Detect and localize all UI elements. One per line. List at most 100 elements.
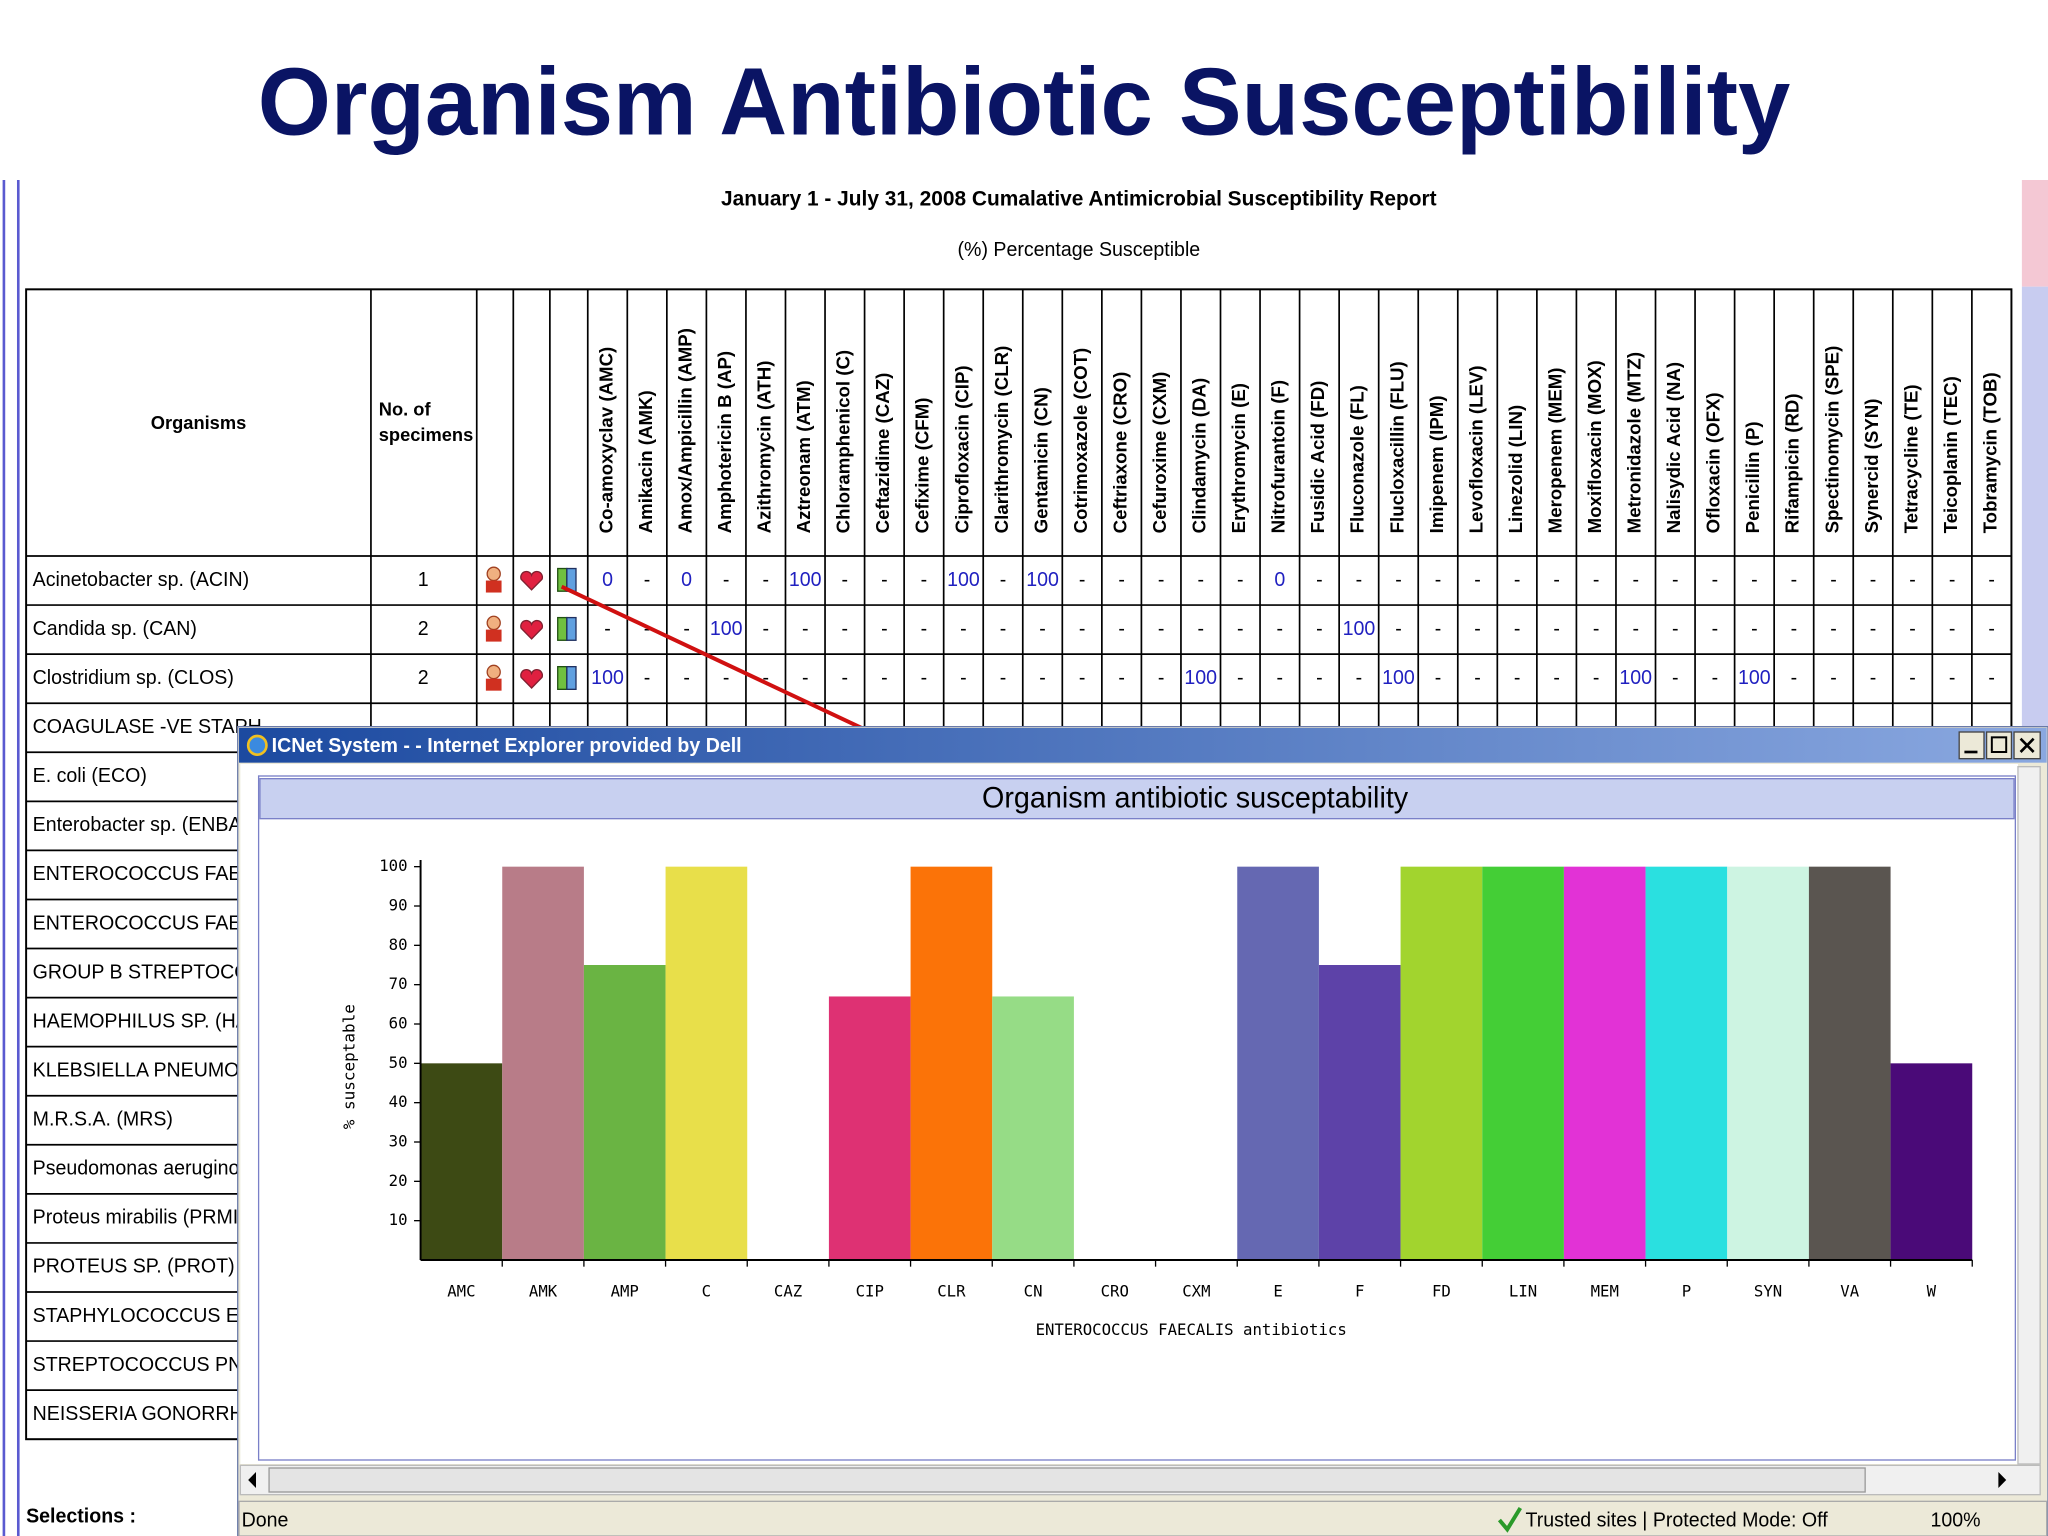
antibiotic-header: Ofloxacin (OFX) bbox=[1703, 392, 1724, 533]
susceptibility-cell: - bbox=[1118, 618, 1125, 640]
zoom-text[interactable]: 100% bbox=[1930, 1509, 1980, 1531]
antibiotic-header: Clarithromycin (CLR) bbox=[991, 346, 1012, 534]
scroll-left[interactable] bbox=[248, 1472, 256, 1488]
ie-icon bbox=[246, 734, 268, 756]
organism-name: COAGULASE -VE STAPH bbox=[33, 716, 262, 738]
susceptibility-cell: - bbox=[881, 569, 888, 591]
susceptibility-cell: 100 bbox=[1738, 667, 1771, 689]
susceptibility-cell: - bbox=[1593, 667, 1600, 689]
organism-name: Enterobacter sp. (ENBA) bbox=[33, 814, 248, 836]
chart-title: Organism antibiotic susceptability bbox=[982, 782, 1409, 814]
susceptibility-cell: - bbox=[960, 667, 967, 689]
report-title: January 1 - July 31, 2008 Cumalative Ant… bbox=[721, 187, 1437, 210]
susceptibility-cell: - bbox=[921, 667, 928, 689]
antibiotic-header: Rifampicin (RD) bbox=[1782, 393, 1803, 533]
side-strip bbox=[2021, 286, 2048, 727]
susceptibility-cell: - bbox=[1949, 667, 1956, 689]
susceptibility-cell: - bbox=[1474, 618, 1481, 640]
susceptibility-cell: 100 bbox=[1184, 667, 1217, 689]
susceptibility-cell: - bbox=[1712, 569, 1719, 591]
susceptibility-cell: - bbox=[644, 569, 651, 591]
x-tick-label: MEM bbox=[1591, 1281, 1619, 1300]
y-tick-label: 20 bbox=[389, 1171, 408, 1190]
h-scroll-thumb[interactable] bbox=[268, 1467, 1866, 1493]
antibiotic-header: Nalisydic Acid (NA) bbox=[1663, 362, 1684, 533]
antibiotic-header: Tobramycin (TOB) bbox=[1980, 372, 2001, 533]
antibiotic-header: Spectinomycin (SPE) bbox=[1821, 346, 1842, 534]
susceptibility-cell: - bbox=[644, 667, 651, 689]
person-icon bbox=[485, 678, 502, 691]
susceptibility-cell: - bbox=[1751, 569, 1758, 591]
column-header: specimens bbox=[379, 424, 473, 445]
antibiotic-header: Gentamicin (CN) bbox=[1031, 387, 1052, 533]
organism-name: Candida sp. (CAN) bbox=[33, 618, 197, 640]
v-scrollbar[interactable] bbox=[2017, 766, 2041, 1465]
susceptibility-cell: - bbox=[1356, 569, 1363, 591]
book-icon bbox=[566, 666, 577, 690]
susceptibility-cell: - bbox=[1949, 569, 1956, 591]
x-tick-label: W bbox=[1927, 1281, 1937, 1300]
susceptibility-cell: 0 bbox=[681, 569, 692, 591]
susceptibility-cell: - bbox=[683, 618, 690, 640]
susceptibility-cell: 100 bbox=[947, 569, 980, 591]
susceptibility-cell: - bbox=[1870, 667, 1877, 689]
heart-icon bbox=[520, 570, 544, 591]
susceptibility-cell: - bbox=[881, 618, 888, 640]
susceptibility-cell: - bbox=[1909, 618, 1916, 640]
zone-text: Trusted sites | Protected Mode: Off bbox=[1526, 1509, 1829, 1531]
minimize-button[interactable] bbox=[1958, 731, 1985, 760]
susceptibility-cell: - bbox=[604, 618, 611, 640]
susceptibility-cell: - bbox=[1118, 569, 1125, 591]
susceptibility-cell: - bbox=[1909, 569, 1916, 591]
susceptibility-cell: - bbox=[723, 569, 730, 591]
antibiotic-header: Fusidic Acid (FD) bbox=[1307, 381, 1328, 534]
organism-name: KLEBSIELLA PNEUMONI bbox=[33, 1059, 259, 1081]
susceptibility-cell: - bbox=[1039, 667, 1046, 689]
y-tick-label: 100 bbox=[379, 856, 407, 875]
susceptibility-cell: - bbox=[802, 667, 809, 689]
susceptibility-cell: 100 bbox=[591, 667, 624, 689]
susceptibility-cell: - bbox=[1791, 569, 1798, 591]
person-icon bbox=[485, 629, 502, 642]
x-tick-label: C bbox=[702, 1281, 711, 1300]
book-icon bbox=[566, 616, 577, 641]
susceptibility-cell: - bbox=[1197, 618, 1204, 640]
maximize-button[interactable] bbox=[1985, 731, 2013, 760]
susceptibility-cell: 0 bbox=[1274, 569, 1285, 591]
susceptibility-cell: - bbox=[1356, 667, 1363, 689]
antibiotic-header: Chloramphenicol (C) bbox=[833, 350, 854, 533]
y-tick-label: 10 bbox=[389, 1210, 408, 1229]
y-tick-label: 40 bbox=[389, 1092, 408, 1111]
susceptibility-cell: - bbox=[1158, 618, 1165, 640]
x-tick-label: LIN bbox=[1509, 1281, 1537, 1300]
susceptibility-cell: 100 bbox=[1382, 667, 1415, 689]
heart-icon bbox=[520, 619, 544, 640]
antibiotic-header: Erythromycin (E) bbox=[1228, 383, 1249, 533]
scroll-right[interactable] bbox=[1998, 1472, 2007, 1488]
bar bbox=[583, 965, 666, 1260]
susceptibility-cell: - bbox=[1751, 618, 1758, 640]
susceptibility-cell: 100 bbox=[1343, 618, 1376, 640]
bar bbox=[1482, 866, 1564, 1260]
antibiotic-header: Moxifloxacin (MOX) bbox=[1584, 360, 1605, 533]
susceptibility-cell: - bbox=[1553, 667, 1560, 689]
susceptibility-cell: - bbox=[1197, 569, 1204, 591]
susceptibility-cell: 100 bbox=[1619, 667, 1652, 689]
susceptibility-cell: - bbox=[723, 667, 730, 689]
susceptibility-cell: - bbox=[1593, 618, 1600, 640]
antibiotic-header: Levofloxacin (LEV) bbox=[1466, 365, 1487, 533]
susceptibility-cell: - bbox=[1000, 569, 1007, 591]
organism-name: M.R.S.A. (MRS) bbox=[33, 1108, 173, 1130]
susceptibility-cell: - bbox=[1118, 667, 1125, 689]
organism-name: ENTEROCOCCUS FAECI bbox=[33, 912, 261, 934]
y-tick-label: 30 bbox=[389, 1131, 408, 1150]
antibiotic-header: Co-amoxyclav (AMC) bbox=[596, 347, 617, 534]
susceptibility-cell: - bbox=[762, 618, 769, 640]
x-tick-label: CXM bbox=[1182, 1281, 1210, 1300]
x-tick-label: VA bbox=[1840, 1281, 1859, 1300]
icon bbox=[1990, 736, 2008, 753]
bar bbox=[1318, 965, 1401, 1260]
organism-name: E. coli (ECO) bbox=[33, 765, 147, 787]
bar bbox=[992, 996, 1074, 1260]
x-tick-label: F bbox=[1355, 1281, 1364, 1300]
